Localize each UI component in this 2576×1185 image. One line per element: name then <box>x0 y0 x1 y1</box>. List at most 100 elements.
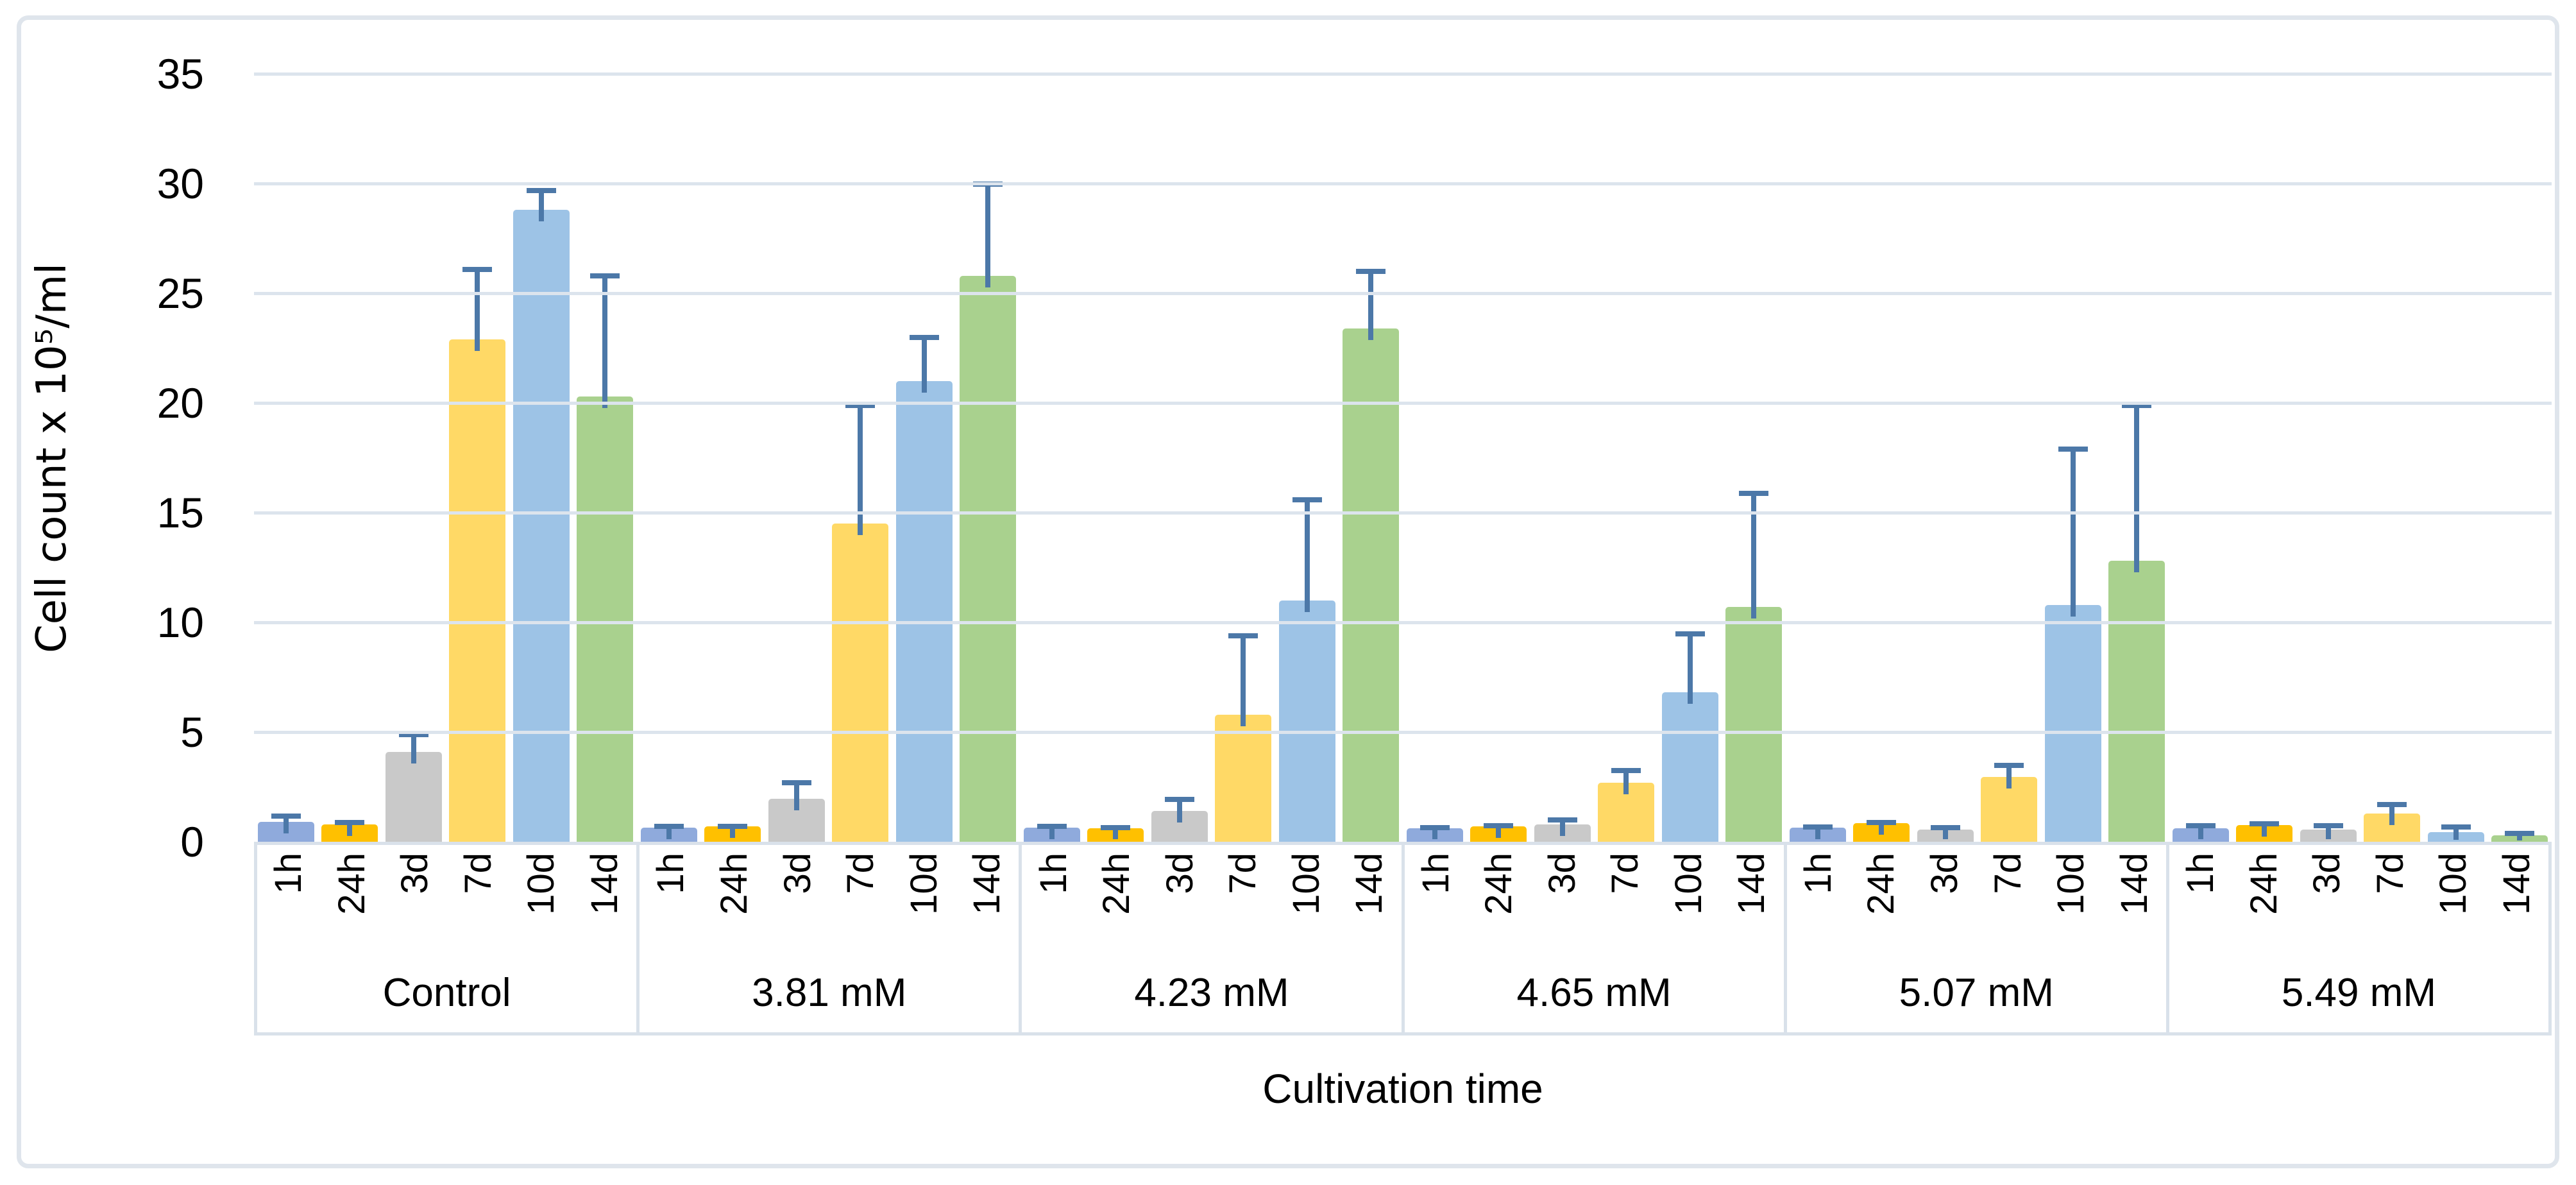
error-bar-stem <box>1368 269 1374 340</box>
error-bar-cap <box>271 813 301 819</box>
error-bar-cap <box>909 334 939 340</box>
bar <box>1661 692 1718 842</box>
x-tick-label: 10d <box>2050 853 2092 915</box>
bar-slot <box>1530 74 1595 842</box>
x-tick: 24h <box>1468 853 1531 978</box>
y-tick-label: 20 <box>157 379 204 427</box>
error-bar-stem <box>1496 823 1502 839</box>
category-group-cell: 1h 24h 3d 7d 10d 14d 5.07 mM <box>1787 845 2169 1032</box>
bar-slot <box>2488 74 2552 842</box>
x-tick-label: 24h <box>713 853 755 915</box>
x-tick-label: 1h <box>2180 853 2222 894</box>
bar-slot <box>1084 74 1148 842</box>
error-bar-cap <box>1164 796 1194 802</box>
x-tick-label: 3d <box>776 853 818 894</box>
bar <box>577 396 634 842</box>
bar-slot <box>1212 74 1276 842</box>
group-label: 3.81 mM <box>752 971 907 1015</box>
error-bar-stem <box>730 823 736 839</box>
x-tick-label: 24h <box>330 853 373 915</box>
bar-slot <box>2169 74 2233 842</box>
x-tick: 14d <box>2486 853 2549 978</box>
error-bar-stem <box>1942 825 1948 840</box>
gridline <box>254 621 2552 625</box>
x-tick: 14d <box>2103 853 2166 978</box>
error-bar-stem <box>1304 497 1310 612</box>
error-bar-cap <box>1930 825 1960 831</box>
bar-slot <box>382 74 446 842</box>
bar <box>513 210 570 842</box>
x-tick-label: 7d <box>2369 853 2411 894</box>
error-bar-cap <box>654 823 684 829</box>
x-tick-label: 3d <box>394 853 436 894</box>
bar-slot <box>1658 74 1722 842</box>
error-bar-cap <box>1419 824 1450 830</box>
x-tick-label: 7d <box>840 853 882 894</box>
x-tick-label: 10d <box>2432 853 2475 915</box>
x-tick-label: 7d <box>457 853 499 894</box>
x-tick-label: 24h <box>1096 853 1138 915</box>
x-tick: 24h <box>321 853 384 978</box>
error-bar-cap <box>2377 802 2407 808</box>
error-bar-cap <box>1867 819 1897 825</box>
error-bar-cap <box>462 266 493 272</box>
x-tick-label: 14d <box>1731 853 1773 915</box>
bar-group <box>2169 74 2552 842</box>
error-bar-cap <box>398 732 428 737</box>
error-bar-stem <box>2389 802 2395 825</box>
error-bar-stem <box>283 813 289 834</box>
x-tick-label: 14d <box>2113 853 2155 915</box>
bar-slot <box>509 74 573 842</box>
x-tick: 3d <box>1531 853 1595 978</box>
x-tick-label: 3d <box>1158 853 1201 894</box>
x-tick: 14d <box>956 853 1019 978</box>
x-tick-label: 14d <box>966 853 1008 915</box>
error-bar-cap <box>335 819 365 825</box>
error-bar-cap <box>1101 825 1131 831</box>
error-bar-cap <box>1994 762 2024 768</box>
bar <box>385 751 442 842</box>
error-bar-cap <box>1739 490 1769 496</box>
bar-slot <box>637 74 701 842</box>
error-bar-cap <box>2058 447 2088 452</box>
error-bar-stem <box>347 819 353 836</box>
bar-group <box>1020 74 1403 842</box>
category-axis: 1h 24h 3d 7d 10d 14d Control 1h 24h 3d 7d 10d 14d 3.8… <box>254 842 2552 1036</box>
y-axis: 0 5 10 15 20 25 30 35 <box>0 53 223 863</box>
group-label: 4.23 mM <box>1134 971 1289 1015</box>
bar <box>2108 561 2165 842</box>
x-tick-label: 1h <box>1797 853 1839 894</box>
x-tick: 14d <box>573 853 637 978</box>
x-tick: 7d <box>1212 853 1275 978</box>
x-tick-row: 1h 24h 3d 7d 10d 14d <box>1787 853 2166 978</box>
bar <box>1278 600 1335 842</box>
x-tick: 24h <box>703 853 767 978</box>
category-group-cell: 1h 24h 3d 7d 10d 14d 5.49 mM <box>2169 845 2548 1032</box>
bar-group <box>1403 74 1786 842</box>
error-bar-cap <box>1802 824 1833 830</box>
y-tick-label: 10 <box>157 599 204 646</box>
error-bar-cap <box>1675 631 1705 636</box>
x-tick: 7d <box>447 853 511 978</box>
error-bar-stem <box>2070 447 2076 617</box>
error-bar-cap <box>2441 824 2471 830</box>
bar-slot <box>1978 74 2042 842</box>
error-bar-stem <box>2198 823 2203 839</box>
category-group-cell: 1h 24h 3d 7d 10d 14d 4.65 mM <box>1405 845 1787 1032</box>
x-tick-label: 7d <box>1987 853 2029 894</box>
x-tick: 3d <box>2296 853 2359 978</box>
x-tick: 3d <box>1913 853 1977 978</box>
group-label: 4.65 mM <box>1516 971 1672 1015</box>
x-tick: 24h <box>2232 853 2296 978</box>
error-bar-cap <box>2505 830 2535 836</box>
bar-slot <box>956 74 1021 842</box>
error-bar-cap <box>1292 497 1322 503</box>
bar-group <box>254 74 637 842</box>
x-tick: 3d <box>1148 853 1212 978</box>
x-tick-label: 10d <box>1667 853 1709 915</box>
x-tick: 7d <box>2359 853 2422 978</box>
bar-slot <box>701 74 765 842</box>
error-bar-cap <box>1611 768 1641 774</box>
y-tick-label: 35 <box>157 50 204 98</box>
